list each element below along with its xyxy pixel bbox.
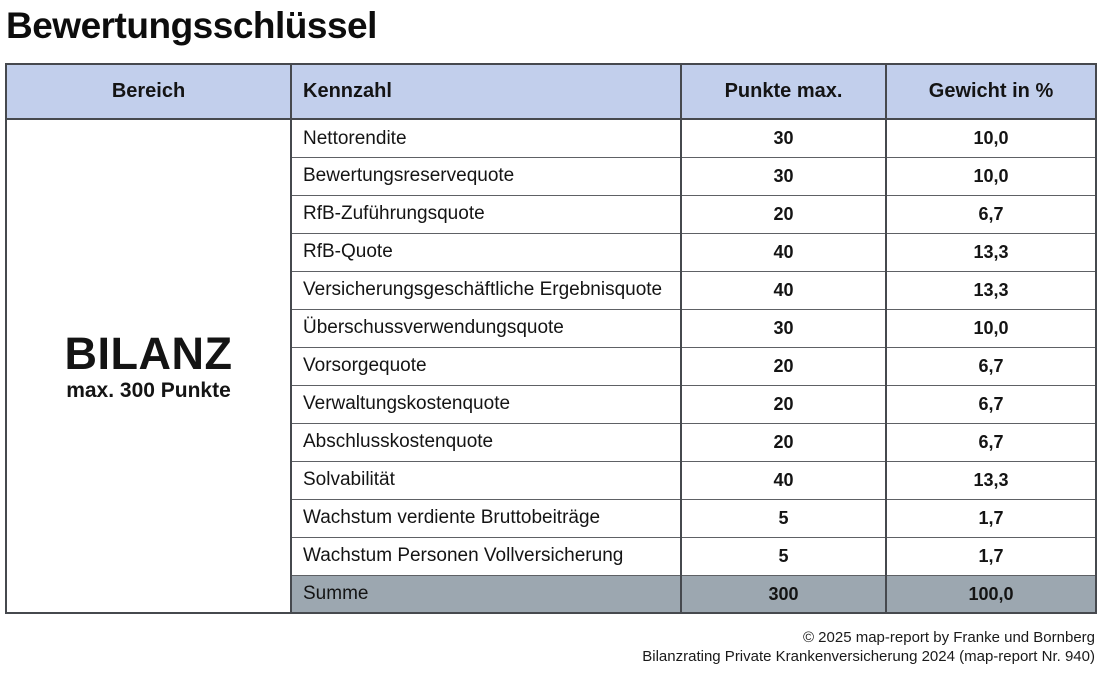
punkte-cell: 20 — [680, 384, 887, 424]
kennzahl-cell: Versicherungsgeschäftliche Ergebnisquote — [290, 270, 682, 310]
table-row: RfB-Quote 40 13,3 — [6, 232, 1097, 272]
table-row: Versicherungsgeschäftliche Ergebnisquote… — [6, 270, 1097, 310]
header-row: Bereich Kennzahl Punkte max. Gewicht in … — [5, 63, 1097, 121]
gewicht-cell: 13,3 — [885, 232, 1097, 272]
kennzahl-cell: Überschussverwendungsquote — [290, 308, 682, 348]
table-row: RfB-Zuführungsquote 20 6,7 — [6, 194, 1097, 234]
table-body: BILANZ max. 300 Punkte Nettorendite 30 10,0 B… — [5, 118, 1097, 614]
punkte-cell: 20 — [680, 346, 887, 386]
kennzahl-cell: Wachstum Personen Vollversicherung — [290, 536, 682, 576]
source-note: © 2025 map-report by Franke und Bornberg… — [642, 628, 1095, 666]
gewicht-cell: 1,7 — [885, 498, 1097, 538]
header-kennzahl: Kennzahl — [290, 63, 682, 121]
header-gewicht: Gewicht in % — [885, 63, 1097, 121]
kennzahl-cell: Verwaltungskostenquote — [290, 384, 682, 424]
kennzahl-cell: Abschlusskostenquote — [290, 422, 682, 462]
bereich-name: BILANZ — [64, 327, 233, 379]
summe-gewicht: 100,0 — [885, 574, 1097, 614]
punkte-cell: 30 — [680, 118, 887, 158]
kennzahl-cell: RfB-Quote — [290, 232, 682, 272]
bereich-subtitle: max. 300 Punkte — [66, 379, 231, 403]
kennzahl-cell: Bewertungsreservequote — [290, 156, 682, 196]
table-row: Bewertungsreservequote 30 10,0 — [6, 156, 1097, 196]
kennzahl-cell: Wachstum verdiente Bruttobeiträge — [290, 498, 682, 538]
header-bereich: Bereich — [5, 63, 292, 121]
table-row: Abschlusskostenquote 20 6,7 — [6, 422, 1097, 462]
gewicht-cell: 6,7 — [885, 384, 1097, 424]
header-punkte-max: Punkte max. — [680, 63, 887, 121]
rating-key-table: Bereich Kennzahl Punkte max. Gewicht in … — [5, 63, 1097, 615]
punkte-cell: 40 — [680, 232, 887, 272]
gewicht-cell: 1,7 — [885, 536, 1097, 576]
punkte-cell: 5 — [680, 536, 887, 576]
gewicht-cell: 6,7 — [885, 346, 1097, 386]
gewicht-cell: 6,7 — [885, 422, 1097, 462]
table-row: BILANZ max. 300 Punkte Nettorendite 30 10,0 — [5, 118, 1097, 614]
report-reference-line: Bilanzrating Private Krankenversicherung… — [642, 648, 1095, 665]
copyright-line: © 2025 map-report by Franke und Bornberg — [802, 629, 1095, 646]
kennzahl-cell: RfB-Zuführungsquote — [290, 194, 682, 234]
punkte-cell: 40 — [680, 270, 887, 310]
gewicht-cell: 10,0 — [885, 156, 1097, 196]
gewicht-cell: 13,3 — [885, 270, 1097, 310]
gewicht-cell: 13,3 — [885, 460, 1097, 500]
table-row: Verwaltungskostenquote 20 6,7 — [6, 384, 1097, 424]
table-row: Wachstum Personen Vollversicherung 5 1,7 — [6, 536, 1097, 576]
gewicht-cell: 10,0 — [885, 118, 1097, 158]
punkte-cell: 40 — [680, 460, 887, 500]
punkte-cell: 30 — [680, 156, 887, 196]
bereich-cell: BILANZ max. 300 Punkte — [5, 118, 292, 614]
gewicht-cell: 10,0 — [885, 308, 1097, 348]
table-row: Wachstum verdiente Bruttobeiträge 5 1,7 — [6, 498, 1097, 538]
summe-label: Summe — [290, 574, 682, 614]
punkte-cell: 20 — [680, 422, 887, 462]
summe-punkte: 300 — [680, 574, 887, 614]
table-row: Vorsorgequote 20 6,7 — [6, 346, 1097, 386]
gewicht-cell: 6,7 — [885, 194, 1097, 234]
punkte-cell: 5 — [680, 498, 887, 538]
punkte-cell: 30 — [680, 308, 887, 348]
kennzahl-cell: Solvabilität — [290, 460, 682, 500]
page-title: Bewertungsschlüssel — [6, 5, 377, 46]
summe-row: Summe 300 100,0 — [6, 574, 1097, 614]
kennzahl-cell: Vorsorgequote — [290, 346, 682, 386]
punkte-cell: 20 — [680, 194, 887, 234]
kennzahl-cell: Nettorendite — [290, 118, 682, 158]
table-row: Solvabilität 40 13,3 — [6, 460, 1097, 500]
table-row: Überschussverwendungsquote 30 10,0 — [6, 308, 1097, 348]
